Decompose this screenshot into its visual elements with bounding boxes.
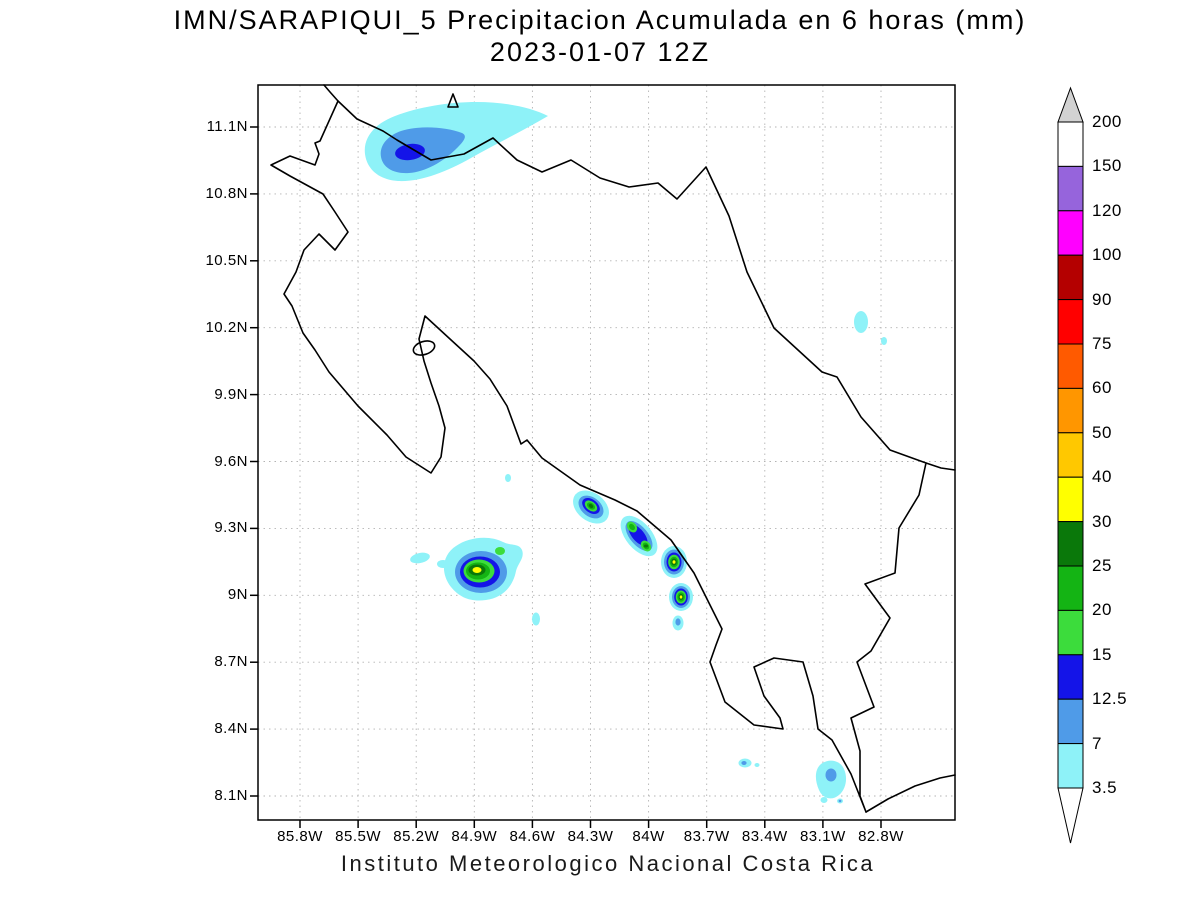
colorbar-tick-label: 3.5 (1092, 778, 1118, 797)
precip-contour-fill-3.5mm (854, 311, 868, 333)
colorbar-segment (1057, 476, 1084, 523)
precip-contour-fill-15mm (495, 547, 505, 555)
plot-frame (257, 84, 956, 821)
colorbar-segment (1057, 387, 1084, 434)
lon-tick-label: 84.9W (451, 828, 498, 845)
nicaragua-coast-segment (323, 84, 339, 102)
lon-tick-label: 84W (632, 828, 665, 845)
colorbar-segment (1057, 654, 1084, 700)
precip-contour-fill-7mm (675, 618, 681, 626)
precip-contour-fill-3.5mm (410, 552, 430, 564)
precip-contour-fill-30mm (472, 567, 482, 573)
colorbar-segment (1057, 432, 1084, 478)
colorbar-tick-label: 90 (1092, 289, 1112, 309)
colorbar-tick-label: 200 (1092, 112, 1122, 131)
axis-tick-marks (250, 126, 882, 828)
lat-tick-label: 8.7N (214, 653, 248, 671)
precip-contour-fill-3.5mm (754, 763, 760, 767)
precip-contour-fill-7mm (825, 768, 837, 782)
colorbar-segment (1057, 698, 1084, 745)
colorbar-tick-label: 12.5 (1092, 689, 1128, 709)
lat-tick-label: 10.5N (205, 251, 248, 269)
colorbar-segment (1057, 121, 1084, 167)
precip-contour-fill-30mm (679, 595, 683, 599)
costa-rica-outline (270, 100, 927, 813)
colorbar-above-max-arrow (1057, 86, 1084, 123)
colorbar-tick-label: 40 (1092, 467, 1112, 487)
precip-contour-fill-12.5mm (395, 143, 425, 161)
colorbar-segment (1057, 165, 1084, 212)
precipitation-contours (364, 102, 887, 804)
precip-contour-fill-25mm (588, 503, 594, 509)
colorbar-tick-label: 50 (1092, 422, 1112, 442)
lon-tick-label: 85.2W (393, 828, 440, 845)
lat-tick-label: 11.1N (206, 118, 248, 135)
grid-lines (258, 85, 955, 820)
colorbar-segment (1057, 565, 1084, 611)
lon-tick-label: 82.8W (858, 828, 904, 845)
precip-contour-fill-30mm (672, 560, 676, 564)
panama-pacific-coast-segment (865, 774, 956, 813)
lat-tick-label: 9.9N (214, 385, 248, 403)
colorbar-segment (1057, 299, 1084, 345)
precip-contour-fill-3.5mm (881, 337, 887, 345)
precip-contour-fill-3.5mm (532, 612, 540, 626)
colorbar-segment (1057, 521, 1084, 567)
lon-tick-label: 84.3W (567, 828, 614, 845)
colorbar-tick-label: 15 (1092, 644, 1112, 664)
colorbar-tick-label: 20 (1092, 600, 1112, 620)
colorbar (1057, 86, 1084, 844)
colorbar-tick-label: 100 (1092, 245, 1122, 265)
colorbar-segment (1057, 254, 1084, 301)
lat-tick-label: 9.6N (214, 452, 248, 470)
coastlines-and-borders (270, 84, 956, 813)
lat-tick-label: 8.4N (214, 720, 248, 738)
colorbar-segment (1057, 210, 1084, 256)
lon-tick-label: 83.7W (683, 828, 730, 845)
lat-tick-label: 9N (227, 586, 248, 604)
footer-source-text: Instituto Meteorologico Nacional Costa R… (340, 851, 876, 876)
colorbar-tick-label: 60 (1092, 378, 1112, 398)
colorbar-tick-label: 75 (1092, 334, 1112, 353)
colorbar-segment (1057, 609, 1084, 656)
lon-tick-label: 83.1W (799, 828, 846, 845)
precip-contour-fill-7mm (838, 799, 842, 803)
lon-tick-label: 84.6W (509, 828, 556, 845)
precip-contour-fill-3.5mm (820, 797, 828, 803)
colorbar-tick-label: 120 (1092, 200, 1122, 220)
colorbar-tick-label: 25 (1092, 556, 1112, 575)
lon-tick-label: 83.4W (741, 828, 788, 845)
figure-title: IMN/SARAPIQUI_5 Precipitacion Acumulada … (0, 5, 1200, 69)
colorbar-tick-label: 30 (1092, 511, 1112, 531)
precip-contour-fill-20mm (629, 523, 635, 531)
lon-tick-label: 85.8W (277, 828, 323, 845)
figure-title-line2: 2023-01-07 12Z (489, 36, 711, 67)
gulf-island-outline (412, 340, 436, 356)
figure-title-line1: IMN/SARAPIQUI_5 Precipitacion Acumulada … (173, 5, 1027, 35)
lon-tick-label: 85.5W (335, 828, 382, 845)
colorbar-below-min-arrow (1057, 787, 1084, 844)
lat-tick-label: 8.1N (214, 787, 248, 804)
colorbar-segment (1057, 743, 1084, 789)
lake-island-outline (447, 93, 459, 108)
panama-caribbean-coast-segment (925, 462, 956, 471)
colorbar-tick-label: 150 (1092, 156, 1122, 176)
precip-contour-fill-25mm (644, 544, 648, 548)
lat-tick-label: 10.8N (205, 184, 248, 202)
colorbar-tick-label: 7 (1092, 733, 1102, 753)
lat-tick-label: 9.3N (214, 519, 248, 537)
lat-tick-label: 10.2N (205, 318, 248, 336)
colorbar-segment (1057, 343, 1084, 389)
precip-contour-fill-7mm (741, 761, 747, 765)
precip-contour-fill-3.5mm (505, 474, 511, 482)
